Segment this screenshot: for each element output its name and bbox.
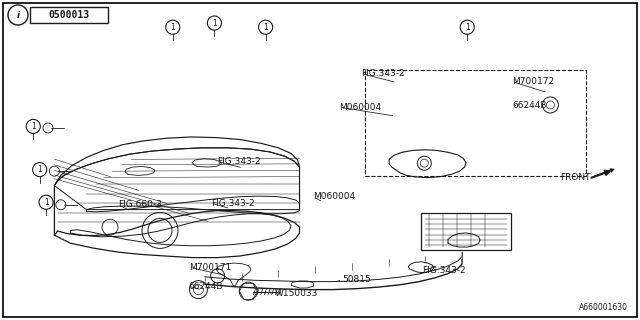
Text: 66244B: 66244B bbox=[189, 282, 223, 291]
Text: 1: 1 bbox=[31, 122, 36, 131]
Text: 50815: 50815 bbox=[342, 276, 371, 284]
Text: FIG.343-2: FIG.343-2 bbox=[218, 157, 261, 166]
Circle shape bbox=[417, 156, 431, 170]
Text: M060004: M060004 bbox=[339, 103, 381, 112]
Text: 1: 1 bbox=[170, 23, 175, 32]
Circle shape bbox=[211, 269, 225, 283]
Circle shape bbox=[43, 123, 53, 133]
Circle shape bbox=[26, 119, 40, 133]
Text: M060004: M060004 bbox=[314, 192, 356, 201]
Text: 1: 1 bbox=[465, 23, 470, 32]
Circle shape bbox=[39, 195, 53, 209]
Circle shape bbox=[189, 281, 207, 299]
Text: i: i bbox=[17, 11, 20, 20]
Circle shape bbox=[148, 218, 172, 243]
Circle shape bbox=[49, 166, 60, 176]
Circle shape bbox=[166, 20, 180, 34]
Text: 0500013: 0500013 bbox=[49, 10, 90, 20]
Circle shape bbox=[207, 16, 221, 30]
Text: FIG.343-2: FIG.343-2 bbox=[211, 199, 255, 208]
Circle shape bbox=[142, 212, 178, 248]
Text: FIG.343-2: FIG.343-2 bbox=[422, 266, 466, 275]
Circle shape bbox=[547, 101, 554, 109]
Text: 1: 1 bbox=[212, 19, 217, 28]
Circle shape bbox=[420, 159, 428, 167]
Text: 1: 1 bbox=[37, 165, 42, 174]
Text: 66244B: 66244B bbox=[512, 101, 547, 110]
Circle shape bbox=[460, 20, 474, 34]
Text: 1: 1 bbox=[263, 23, 268, 32]
Circle shape bbox=[56, 200, 66, 210]
Circle shape bbox=[102, 219, 118, 235]
Circle shape bbox=[239, 282, 257, 300]
Bar bbox=[421, 213, 511, 250]
Circle shape bbox=[543, 97, 559, 113]
Circle shape bbox=[8, 5, 28, 25]
Text: FRONT: FRONT bbox=[560, 173, 591, 182]
Text: M700172: M700172 bbox=[512, 77, 554, 86]
Bar bbox=[30, 7, 108, 23]
Text: FIG.660-3: FIG.660-3 bbox=[118, 200, 163, 209]
Bar bbox=[365, 70, 586, 176]
Text: M700171: M700171 bbox=[189, 263, 231, 272]
Circle shape bbox=[193, 284, 204, 295]
Text: A660001630: A660001630 bbox=[579, 303, 628, 312]
Circle shape bbox=[33, 163, 47, 177]
Text: 1: 1 bbox=[44, 198, 49, 207]
Text: W150033: W150033 bbox=[275, 289, 319, 298]
Text: FIG.343-2: FIG.343-2 bbox=[362, 69, 405, 78]
Circle shape bbox=[259, 20, 273, 34]
